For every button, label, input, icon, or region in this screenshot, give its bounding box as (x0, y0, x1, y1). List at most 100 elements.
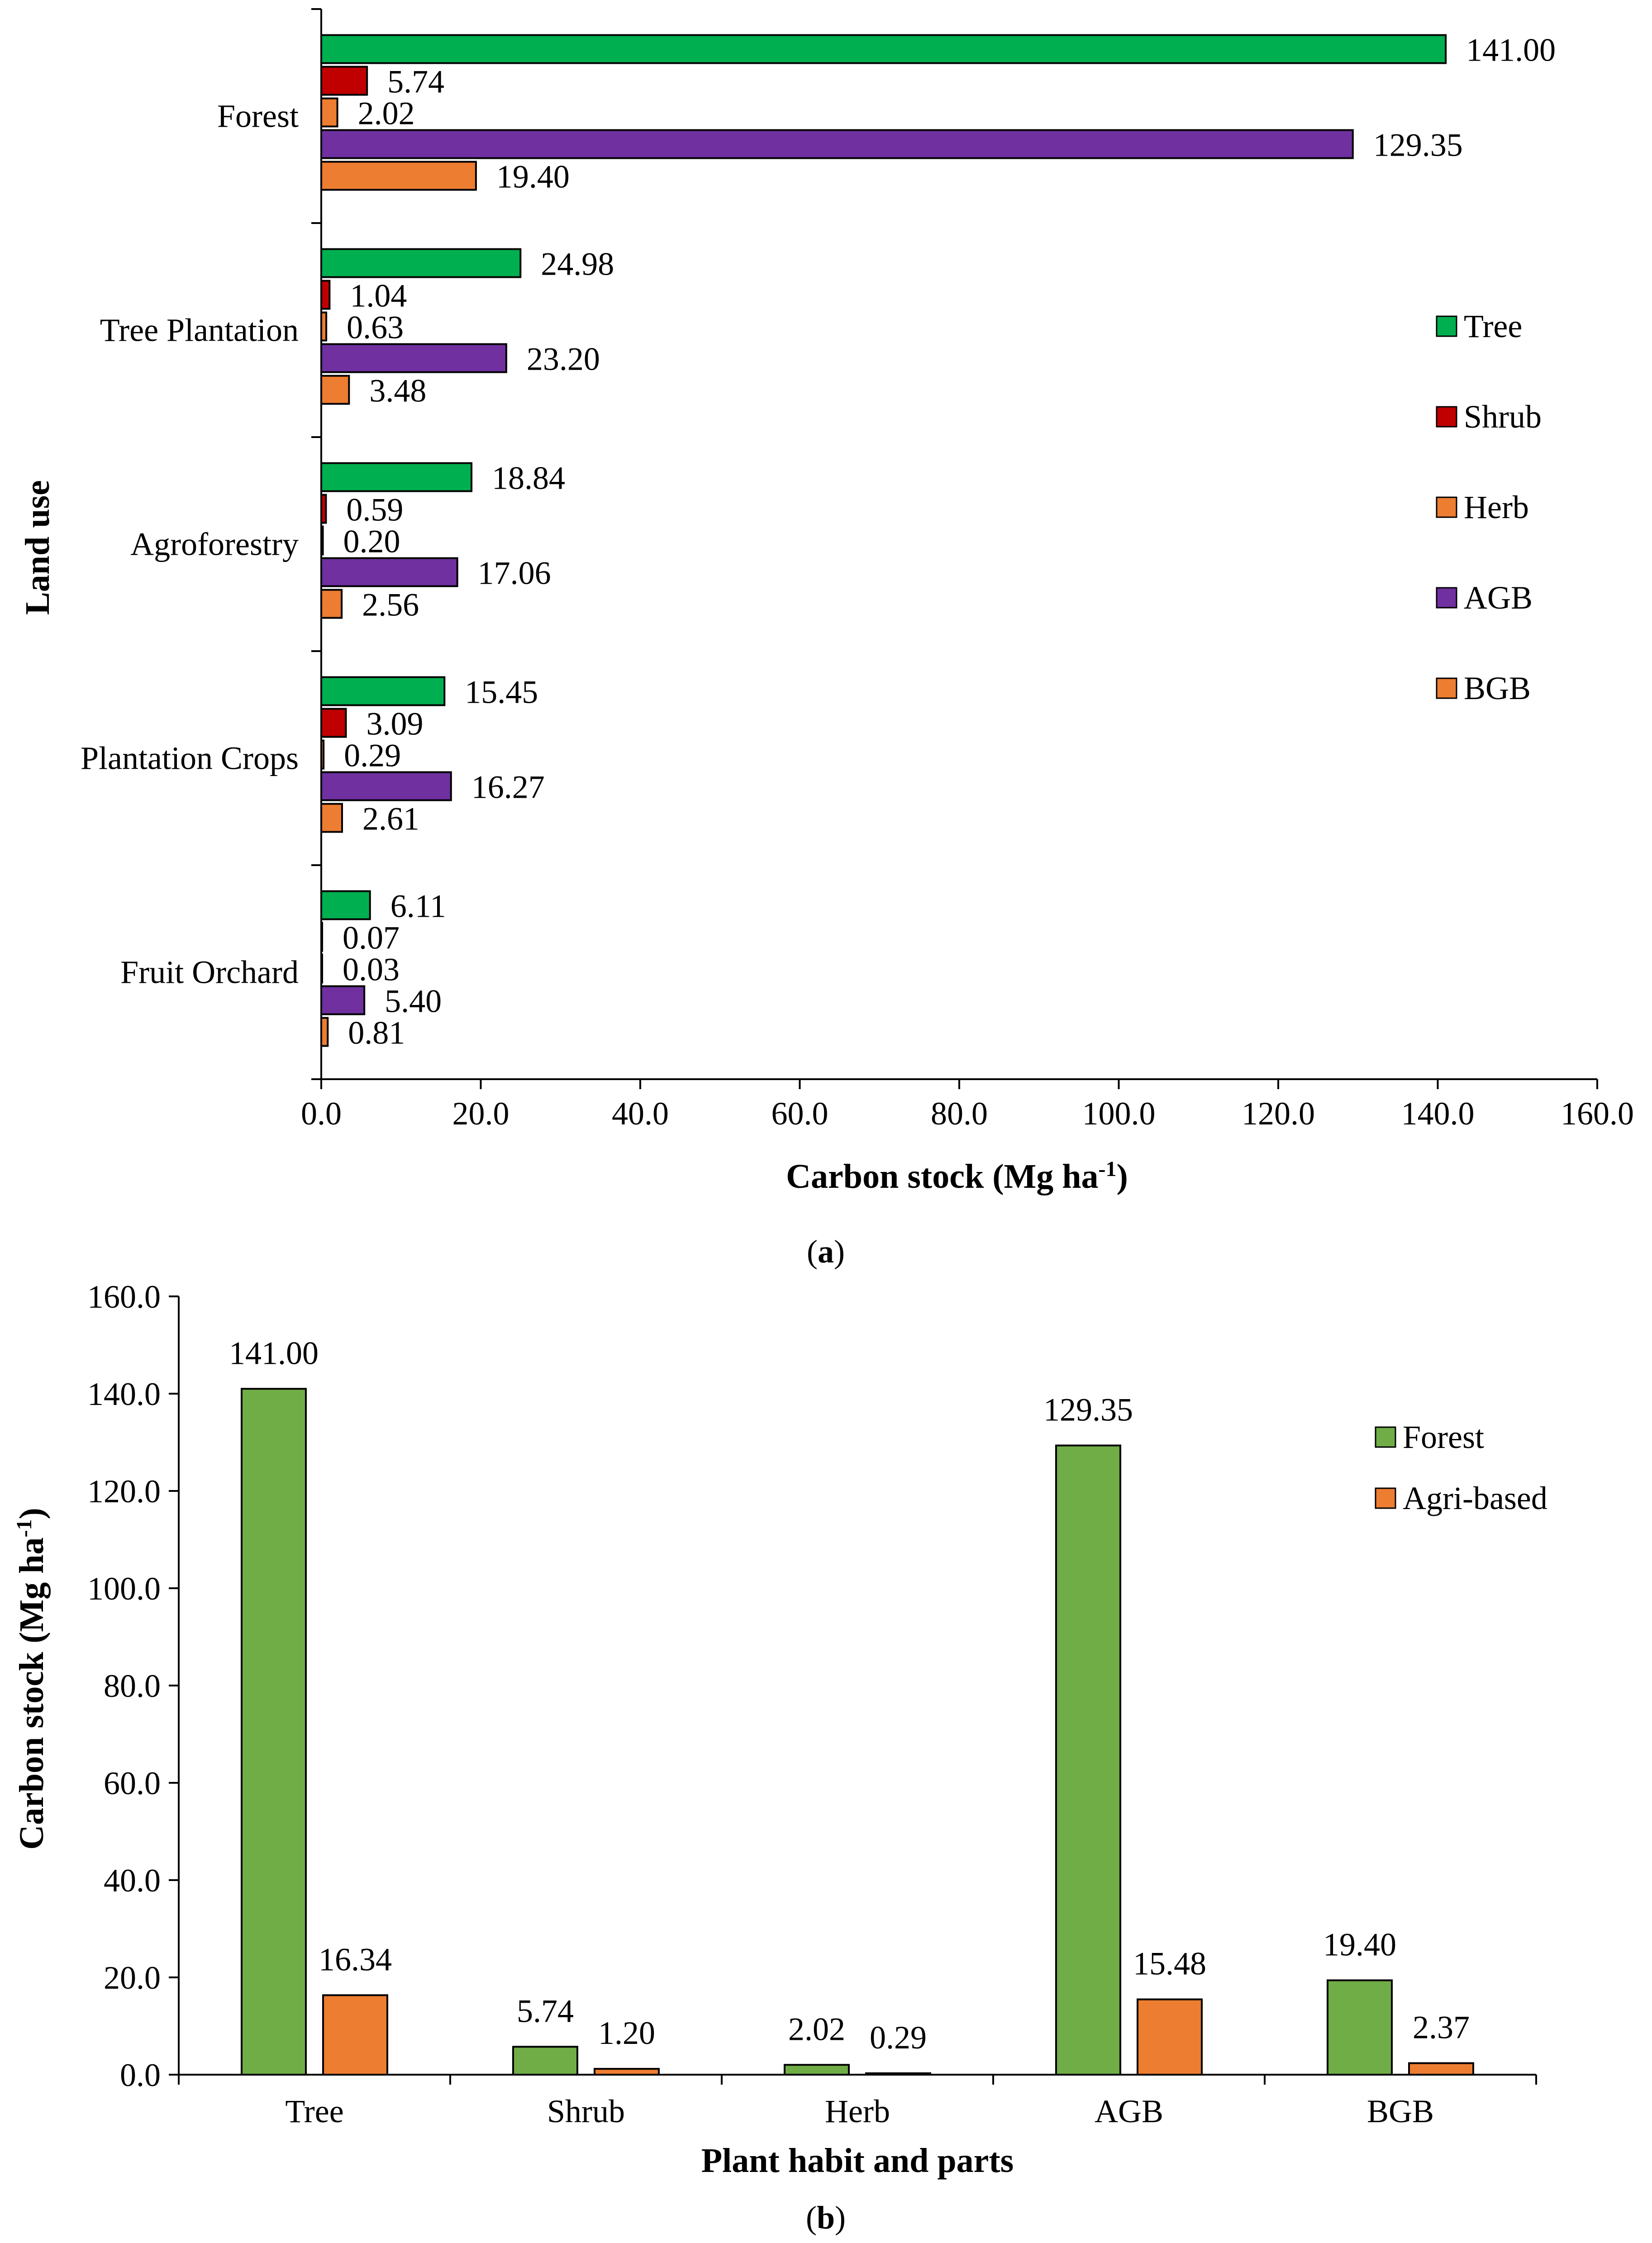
panel-b-data-label-bgb-forest: 19.40 (1323, 1926, 1396, 1962)
panel-b-data-label-tree-agri-based: 16.34 (319, 1941, 392, 1977)
panel-b-y-axis-label-superscript: -1 (12, 1519, 36, 1537)
panel-a-data-label-fruit-orchard-bgb: 0.81 (348, 1015, 405, 1051)
panel-a-x-tick-label: 140.0 (1401, 1095, 1475, 1132)
panel-a-data-label-plantation-crops-tree: 15.45 (465, 674, 538, 710)
panel-a-bar-agroforestry-tree (320, 462, 473, 492)
panel-b-bar-agb-forest (1055, 1444, 1121, 2076)
panel-a-x-axis-label: Carbon stock (Mg ha-1) (786, 1157, 1128, 1196)
panel-b-data-label-agb-forest: 129.35 (1043, 1391, 1133, 1428)
panel-a-data-label-tree-plantation-tree: 24.98 (541, 246, 614, 282)
panel-a-legend-swatch-agb (1436, 587, 1457, 609)
panel-a-bar-forest-bgb (320, 161, 477, 191)
panel-b-category-label-herb: Herb (825, 2093, 890, 2129)
panel-b-data-label-herb-forest: 2.02 (788, 2011, 845, 2047)
panel-a-bar-tree-plantation-herb (320, 311, 328, 342)
panel-a-data-label-plantation-crops-shrub: 3.09 (366, 706, 423, 742)
panel-a-data-label-forest-herb: 2.02 (358, 95, 415, 132)
panel-b-data-label-shrub-forest: 5.74 (517, 1993, 574, 2029)
panel-a-x-tick-label: 40.0 (612, 1095, 669, 1132)
panel-a-bar-forest-agb (320, 129, 1354, 159)
panel-a-bar-plantation-crops-tree (320, 676, 446, 706)
panel-b-y-tick-label: 20.0 (104, 1960, 161, 1996)
panel-b-x-axis-label: Plant habit and parts (701, 2142, 1014, 2180)
panel-b-category-label-bgb: BGB (1367, 2093, 1434, 2129)
panel-a-legend-swatch-shrub (1436, 406, 1457, 428)
panel-b-vertical-bar-chart: 0.0 20.0 40.0 60.0 80.0 100.0 120.0 140.0 160.0 T… (87, 1279, 1547, 2129)
panel-a-x-tick-label: 60.0 (771, 1095, 828, 1132)
panel-a-data-label-agroforestry-herb: 0.20 (343, 524, 400, 560)
panel-b-y-tick-label: 160.0 (87, 1279, 161, 1315)
panel-a-caption: (a) (807, 1233, 845, 1270)
panel-a-data-label-tree-plantation-herb: 0.63 (347, 310, 404, 346)
panel-a-data-label-agroforestry-tree: 18.84 (492, 460, 565, 496)
panel-a-data-label-forest-shrub: 5.74 (387, 64, 444, 100)
panel-a-data-label-fruit-orchard-agb: 5.40 (385, 983, 442, 1019)
panel-b-data-label-agb-agri-based: 15.48 (1133, 1946, 1206, 1982)
panel-a-horizontal-bar-chart: 0.0 20.0 40.0 60.0 80.0 100.0 120.0 140.0 160.0 F… (81, 8, 1634, 1132)
panel-a-bar-agroforestry-bgb (320, 589, 343, 619)
panel-b-category-label-shrub: Shrub (547, 2093, 625, 2129)
panel-b-bar-bgb-forest (1327, 1979, 1393, 2076)
panel-a-data-label-fruit-orchard-herb: 0.03 (343, 952, 400, 988)
panel-a-category-label-fruit-orchard: Fruit Orchard (120, 954, 299, 991)
panel-a-data-label-agroforestry-shrub: 0.59 (346, 492, 403, 528)
panel-b-bar-bgb-agri-based (1408, 2062, 1474, 2076)
panel-a-bar-agroforestry-shrub (320, 494, 327, 524)
panel-a-bar-fruit-orchard-tree (320, 890, 371, 920)
panel-a-data-label-plantation-crops-bgb: 2.61 (362, 801, 419, 837)
panel-a-category-label-tree-plantation: Tree Plantation (100, 312, 299, 348)
panel-a-category-label-agroforestry: Agroforestry (130, 526, 299, 562)
panel-b-caption: (b) (806, 2200, 846, 2236)
panel-a-data-label-tree-plantation-agb: 23.20 (527, 341, 600, 377)
panel-a-bar-plantation-crops-herb (320, 739, 325, 770)
panel-a-bar-agroforestry-herb (320, 525, 324, 556)
panel-b-y-tick-label: 140.0 (87, 1376, 161, 1412)
panel-b-bar-tree-forest (241, 1388, 307, 2076)
panel-a-x-tick-label: 120.0 (1242, 1095, 1315, 1132)
panel-a-legend-label-bgb: BGB (1464, 670, 1531, 706)
panel-a-bar-plantation-crops-agb (320, 771, 452, 801)
panel-a-data-label-plantation-crops-herb: 0.29 (344, 738, 401, 774)
panel-a-data-label-plantation-crops-agb: 16.27 (471, 769, 545, 805)
panel-a-bar-tree-plantation-tree (320, 248, 522, 278)
panel-a-legend-swatch-tree (1436, 315, 1457, 337)
panel-a-data-label-forest-bgb: 19.40 (496, 159, 570, 195)
panel-a-x-tick-label: 80.0 (931, 1095, 988, 1132)
panel-a-bar-fruit-orchard-bgb (320, 1017, 329, 1047)
panel-b-y-tick-label: 40.0 (104, 1862, 161, 1899)
panel-a-bar-plantation-crops-shrub (320, 708, 347, 738)
panel-a-x-tick-label: 160.0 (1561, 1095, 1634, 1132)
panel-a-data-label-fruit-orchard-tree: 6.11 (390, 888, 446, 924)
panel-b-y-tick-label: 120.0 (87, 1473, 161, 1510)
panel-a-x-tick-label: 0.0 (301, 1095, 342, 1132)
panel-a-bar-forest-tree (320, 34, 1447, 64)
panel-a-y-axis-label: Land use (19, 480, 57, 615)
panel-b-legend-swatch-forest (1375, 1426, 1396, 1448)
panel-a-x-axis-label-superscript: -1 (1099, 1157, 1117, 1181)
panel-a-legend-label-tree: Tree (1464, 308, 1522, 344)
panel-a-bar-forest-shrub (320, 66, 368, 96)
panel-b-bar-shrub-agri-based (594, 2068, 660, 2076)
panel-a-data-label-agroforestry-bgb: 2.56 (362, 587, 419, 623)
panel-b-legend-swatch-agri-based (1375, 1487, 1396, 1509)
panel-a-bar-fruit-orchard-agb (320, 985, 366, 1015)
panel-b-bar-herb-agri-based (865, 2072, 931, 2076)
panel-a-legend-swatch-herb (1436, 496, 1457, 518)
panel-a-category-label-forest: Forest (217, 98, 299, 134)
panel-a-category-label-plantation-crops: Plantation Crops (81, 740, 299, 776)
panel-b-y-tick-label: 100.0 (87, 1571, 161, 1607)
panel-a-data-label-fruit-orchard-shrub: 0.07 (343, 920, 400, 956)
panel-b-legend-label-forest: Forest (1403, 1419, 1484, 1455)
panel-a-bar-tree-plantation-bgb (320, 375, 350, 405)
panel-a-bar-forest-herb (320, 97, 338, 128)
panel-b-data-label-shrub-agri-based: 1.20 (598, 2015, 655, 2051)
panel-a-legend-label-shrub: Shrub (1464, 399, 1542, 435)
panel-a-bar-fruit-orchard-shrub (320, 922, 323, 952)
panel-a-bar-tree-plantation-shrub (320, 280, 331, 310)
panel-a-x-tick-label: 20.0 (452, 1095, 509, 1132)
panel-a-data-label-tree-plantation-shrub: 1.04 (350, 278, 407, 314)
panel-a-bar-fruit-orchard-herb (320, 953, 323, 984)
panel-b-data-label-bgb-agri-based: 2.37 (1413, 2010, 1470, 2046)
panel-a-legend-swatch-bgb (1436, 677, 1457, 699)
